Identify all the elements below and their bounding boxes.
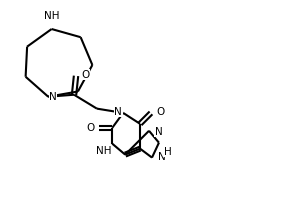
Text: O: O	[156, 107, 164, 117]
Text: NH: NH	[96, 146, 111, 156]
Text: N: N	[49, 92, 57, 102]
Text: N: N	[114, 107, 122, 117]
Text: H: H	[164, 147, 171, 157]
Text: NH: NH	[44, 11, 59, 21]
Text: O: O	[86, 123, 94, 133]
Text: O: O	[81, 70, 89, 80]
Text: N: N	[155, 127, 163, 137]
Text: N: N	[158, 152, 166, 162]
